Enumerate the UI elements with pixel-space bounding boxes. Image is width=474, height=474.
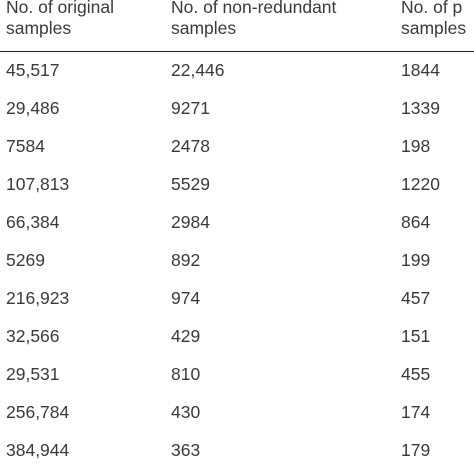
non-redundant-samples-cell: 810 [171,364,201,384]
third-column-cell: 198 [401,136,431,156]
original-samples-cell: 45,517 [6,60,60,80]
table-row: 66,384 2984 864 [0,203,474,241]
table-row: 32,566 429 151 [0,317,474,355]
original-samples-cell: 29,531 [6,364,60,384]
non-redundant-samples-cell: 363 [171,440,201,460]
third-column-cell: 174 [401,402,431,422]
original-samples-cell: 216,923 [6,288,70,308]
third-column-cell: 151 [401,326,431,346]
non-redundant-samples-cell: 22,446 [171,60,225,80]
original-samples-cell: 384,944 [6,440,70,460]
original-samples-cell: 7584 [6,136,45,156]
original-samples-cell: 29,486 [6,98,60,118]
original-samples-cell: 256,784 [6,402,70,422]
third-column-cell: 199 [401,250,431,270]
third-column-cell: 1220 [401,174,440,194]
original-samples-cell: 32,566 [6,326,60,346]
non-redundant-samples-cell: 2478 [171,136,210,156]
third-column-cell: 455 [401,364,431,384]
table-row: 29,486 9271 1339 [0,89,474,127]
non-redundant-samples-cell: 9271 [171,98,210,118]
third-column-cell: 179 [401,440,431,460]
third-column-cell: 457 [401,288,431,308]
non-redundant-samples-cell: 430 [171,402,201,422]
header-third-column: No. of p samples [401,0,467,38]
table-row: 7584 2478 198 [0,127,474,165]
header-non-redundant-samples: No. of non-redundant samples [171,0,337,38]
header-original-samples: No. of original samples [6,0,114,38]
original-samples-cell: 107,813 [6,174,70,194]
table-row: 45,517 22,446 1844 [0,51,474,89]
original-samples-cell: 5269 [6,250,45,270]
third-column-cell: 864 [401,212,431,232]
third-column-cell: 1844 [401,60,440,80]
non-redundant-samples-cell: 429 [171,326,201,346]
table-row: 29,531 810 455 [0,355,474,393]
non-redundant-samples-cell: 892 [171,250,201,270]
header-rule [0,51,474,52]
table-row: 5269 892 199 [0,241,474,279]
table-row: 107,813 5529 1220 [0,165,474,203]
non-redundant-samples-cell: 5529 [171,174,210,194]
original-samples-cell: 66,384 [6,212,60,232]
table-row: 384,944 363 179 [0,431,474,469]
table-row: 216,923 974 457 [0,279,474,317]
table-row: 256,784 430 174 [0,393,474,431]
non-redundant-samples-cell: 974 [171,288,201,308]
table-header: No. of original samples No. of non-redun… [0,0,474,51]
third-column-cell: 1339 [401,98,440,118]
non-redundant-samples-cell: 2984 [171,212,210,232]
